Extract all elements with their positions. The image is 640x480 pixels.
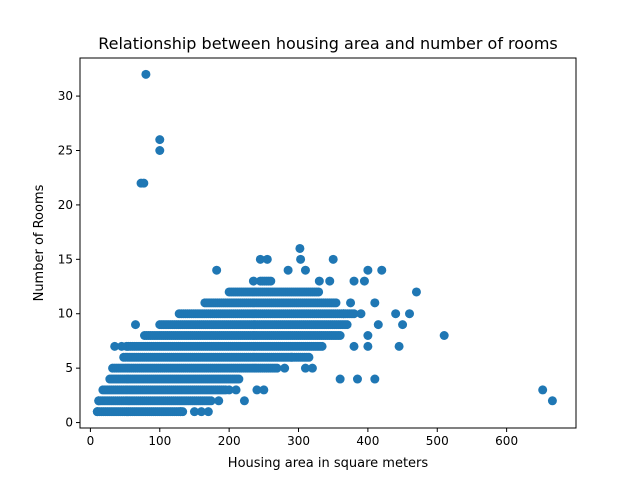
data-point bbox=[304, 352, 314, 362]
data-point bbox=[252, 385, 262, 395]
data-point bbox=[110, 341, 120, 351]
data-point bbox=[189, 407, 199, 417]
data-point bbox=[231, 385, 241, 395]
y-tick-label: 15 bbox=[58, 252, 73, 266]
x-tick-label: 200 bbox=[218, 434, 241, 448]
data-point bbox=[176, 407, 186, 417]
x-axis: 0 100 200 300 400 500 600 bbox=[87, 428, 518, 448]
y-tick-label: 20 bbox=[58, 198, 73, 212]
y-tick-label: 5 bbox=[65, 361, 73, 375]
data-point bbox=[212, 265, 222, 275]
data-point bbox=[224, 385, 234, 395]
data-point bbox=[363, 331, 373, 340]
data-point bbox=[131, 320, 140, 330]
data-point bbox=[439, 331, 449, 340]
y-axis-label: Number of Rooms bbox=[32, 184, 47, 301]
data-point bbox=[248, 276, 258, 286]
data-point bbox=[259, 385, 269, 395]
data-point bbox=[307, 363, 317, 373]
data-point bbox=[363, 341, 373, 351]
data-point bbox=[356, 309, 366, 319]
data-point bbox=[394, 341, 404, 351]
data-point bbox=[405, 309, 415, 319]
data-point bbox=[328, 254, 338, 264]
data-point bbox=[234, 374, 244, 384]
data-point bbox=[155, 146, 165, 155]
data-point bbox=[398, 320, 408, 330]
data-point bbox=[139, 178, 149, 188]
x-tick-label: 300 bbox=[287, 434, 310, 448]
y-tick-label: 30 bbox=[58, 89, 73, 103]
x-tick-label: 100 bbox=[148, 434, 171, 448]
data-point bbox=[349, 341, 359, 351]
data-point bbox=[203, 407, 213, 417]
data-point bbox=[335, 331, 345, 340]
data-point bbox=[370, 298, 380, 308]
data-point bbox=[377, 265, 387, 275]
data-point bbox=[117, 341, 127, 351]
data-point bbox=[206, 396, 216, 406]
y-tick-label: 10 bbox=[58, 307, 73, 321]
data-point bbox=[349, 309, 359, 319]
data-point bbox=[325, 276, 335, 286]
data-point bbox=[547, 396, 557, 406]
plot-frame bbox=[79, 57, 577, 429]
data-point bbox=[287, 352, 297, 362]
y-tick-label: 0 bbox=[65, 416, 73, 430]
data-point bbox=[314, 287, 324, 297]
data-point bbox=[214, 396, 224, 406]
data-point bbox=[272, 363, 282, 373]
data-point bbox=[411, 287, 421, 297]
data-point bbox=[538, 385, 548, 395]
data-point bbox=[300, 265, 310, 275]
y-axis: 0 5 10 15 20 25 30 bbox=[58, 89, 80, 430]
data-point bbox=[300, 363, 310, 373]
data-point bbox=[280, 363, 290, 373]
data-point bbox=[391, 309, 401, 319]
y-tick-label: 25 bbox=[58, 144, 73, 158]
data-point bbox=[283, 265, 293, 275]
data-point bbox=[296, 254, 306, 264]
data-point bbox=[196, 407, 206, 417]
data-point bbox=[295, 243, 305, 253]
data-point bbox=[359, 276, 369, 286]
data-point bbox=[141, 69, 151, 79]
data-point bbox=[349, 276, 359, 286]
data-point bbox=[363, 265, 373, 275]
x-tick-label: 600 bbox=[495, 434, 518, 448]
data-point bbox=[255, 254, 265, 264]
x-tick-label: 500 bbox=[426, 434, 449, 448]
data-point bbox=[94, 396, 104, 406]
data-point bbox=[317, 341, 327, 351]
data-point bbox=[331, 298, 341, 308]
data-point bbox=[335, 374, 345, 384]
data-point bbox=[155, 135, 165, 145]
data-point bbox=[370, 374, 380, 384]
x-tick-label: 400 bbox=[356, 434, 379, 448]
x-axis-label: Housing area in square meters bbox=[228, 456, 429, 471]
chart-title: Relationship between housing area and nu… bbox=[98, 34, 558, 53]
data-point bbox=[262, 254, 272, 264]
data-point bbox=[373, 320, 383, 330]
x-tick-label: 0 bbox=[87, 434, 95, 448]
data-point bbox=[352, 374, 362, 384]
data-point bbox=[92, 407, 102, 417]
data-point bbox=[314, 276, 324, 286]
data-point bbox=[266, 276, 276, 286]
data-point bbox=[339, 309, 349, 319]
data-point bbox=[342, 320, 352, 330]
points-layer bbox=[92, 69, 557, 417]
data-point bbox=[239, 396, 249, 406]
data-point bbox=[346, 298, 356, 308]
